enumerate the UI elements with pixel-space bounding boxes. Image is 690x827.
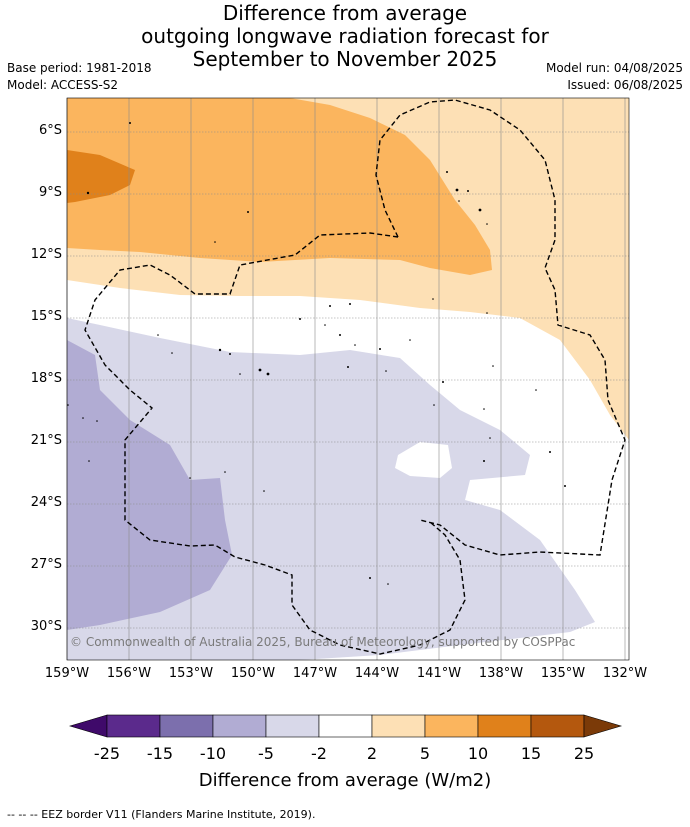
lat-label: 12°S — [30, 247, 62, 262]
map-title: Difference from average outgoing longwav… — [0, 2, 690, 71]
lat-label: 18°S — [30, 371, 62, 386]
colorbar-min-arrow — [68, 714, 108, 738]
colorbar-segment — [106, 714, 161, 738]
meta-left: Base period: 1981-2018 Model: ACCESS-S2 — [7, 60, 152, 94]
colorbar-tick-label: 25 — [573, 744, 595, 763]
colorbar-tick-label: -10 — [199, 744, 227, 763]
colorbar-segment — [371, 714, 426, 738]
colorbar-tick-label: 5 — [419, 744, 431, 763]
issued-date: Issued: 06/08/2025 — [567, 78, 683, 92]
colorbar-tick-label: -5 — [258, 744, 274, 763]
title-line-3: September to November 2025 — [192, 47, 498, 71]
lat-label: 15°S — [30, 309, 62, 324]
eez-legend-note: -- -- -- EEZ border V11 (Flanders Marine… — [7, 808, 316, 821]
colorbar-segment — [530, 714, 585, 738]
title-line-1: Difference from average — [222, 1, 468, 25]
lat-label: 30°S — [30, 619, 62, 634]
lon-label: 141°W — [416, 666, 462, 681]
lat-label: 21°S — [30, 433, 62, 448]
lon-label: 132°W — [602, 666, 648, 681]
colorbar — [68, 714, 623, 738]
lon-label: 159°W — [44, 666, 90, 681]
colorbar-segment — [424, 714, 479, 738]
lon-label: 144°W — [354, 666, 400, 681]
colorbar-tick-label: 2 — [366, 744, 378, 763]
lon-label: 150°W — [230, 666, 276, 681]
model-run: Model run: 04/08/2025 — [545, 61, 683, 75]
colorbar-tick-label: -2 — [311, 744, 327, 763]
lat-label: 27°S — [30, 557, 62, 572]
base-period: Base period: 1981-2018 — [7, 61, 152, 75]
colorbar-segment — [477, 714, 532, 738]
islands — [67, 122, 566, 585]
copyright-notice: © Commonwealth of Australia 2025, Bureau… — [70, 635, 576, 649]
lon-label: 153°W — [168, 666, 214, 681]
colorbar-title: Difference from average (W/m2) — [198, 770, 492, 791]
colorbar-segment — [318, 714, 373, 738]
colorbar-tick-label: -25 — [93, 744, 121, 763]
colorbar-max-arrow — [583, 714, 623, 738]
lat-label: 6°S — [38, 123, 62, 138]
eez-border-southern — [84, 232, 466, 655]
colorbar-segment — [159, 714, 214, 738]
eez-borders — [84, 99, 626, 655]
colorbar-tick-label: 15 — [520, 744, 542, 763]
lat-label: 9°S — [38, 185, 62, 200]
anomaly-hole — [395, 442, 452, 478]
eez-border-northern — [375, 99, 626, 556]
title-line-2: outgoing longwave radiation forecast for — [141, 24, 549, 48]
lon-label: 138°W — [478, 666, 524, 681]
anomaly-area-5-to-10 — [67, 98, 492, 275]
lat-label: 24°S — [30, 495, 62, 510]
model-name: Model: ACCESS-S2 — [7, 78, 119, 92]
lon-label: 135°W — [540, 666, 586, 681]
colorbar-tick-label: 10 — [467, 744, 489, 763]
colorbar-segment — [265, 714, 320, 738]
colorbar-segment — [212, 714, 267, 738]
lon-label: 156°W — [106, 666, 152, 681]
anomaly-field — [67, 98, 629, 660]
map-frame — [66, 97, 630, 661]
anomaly-area-10-to-15 — [67, 150, 135, 203]
lon-label: 147°W — [292, 666, 338, 681]
meta-right: Model run: 04/08/2025 Issued: 06/08/2025 — [546, 60, 683, 94]
colorbar-tick-label: -15 — [146, 744, 174, 763]
